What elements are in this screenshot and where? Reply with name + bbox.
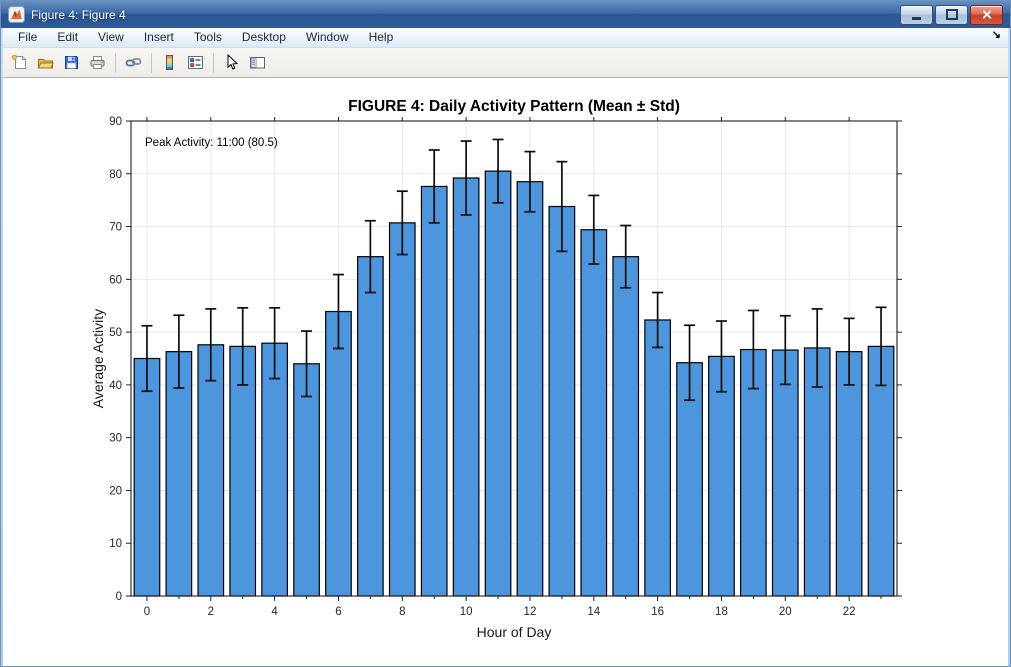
- cursor-arrow-icon: [227, 54, 239, 70]
- figure-client-area: File Edit View Insert Tools Desktop Wind…: [3, 28, 1008, 666]
- menu-file[interactable]: File: [18, 30, 38, 44]
- bar-hour-5: [293, 363, 320, 597]
- bar-hour-11: [484, 170, 512, 597]
- link-chain-icon: [125, 58, 142, 67]
- menu-view[interactable]: View: [98, 30, 124, 44]
- y-tick-label: 80: [109, 169, 122, 181]
- y-tick-label: 70: [109, 222, 122, 234]
- bar-hour-16: [644, 319, 671, 597]
- toolbar-separator: [115, 52, 116, 73]
- x-tick-label: 12: [524, 606, 537, 618]
- link-plot-button[interactable]: [121, 51, 146, 74]
- bar-hour-4: [261, 342, 288, 597]
- toolbar-separator: [151, 52, 152, 73]
- y-tick-label: 50: [109, 327, 122, 339]
- x-tick-label: 8: [399, 606, 405, 618]
- bar-hour-6: [325, 310, 352, 597]
- bar-hour-20: [771, 349, 799, 597]
- bar-hour-1: [165, 351, 193, 597]
- insert-legend-button[interactable]: [183, 51, 208, 74]
- x-tick-label: 6: [335, 606, 341, 618]
- figure-canvas: 0 10 20 30 40 50 60 70 80 90 0 2 4 6 8 10 12 14 16 18 20 22 FI…: [3, 78, 1008, 666]
- open-file-button[interactable]: [33, 51, 58, 74]
- x-tick-label: 4: [271, 606, 278, 618]
- menu-insert[interactable]: Insert: [143, 30, 174, 44]
- titlebar[interactable]: Figure 4: Figure 4: [1, 1, 1010, 28]
- x-tick-label: 20: [779, 606, 792, 618]
- new-figure-button[interactable]: [7, 51, 32, 74]
- y-tick-label: 60: [109, 274, 122, 286]
- y-tick-label: 30: [109, 433, 122, 445]
- y-tick-label: 90: [109, 116, 122, 128]
- chart-title: FIGURE 4: Daily Activity Pattern (Mean ±…: [348, 98, 680, 115]
- plot-area: [131, 121, 897, 596]
- minimize-button[interactable]: [900, 4, 933, 25]
- close-icon: [981, 9, 992, 20]
- bar-hour-12: [516, 181, 544, 597]
- x-axis-label: Hour of Day: [477, 624, 552, 640]
- matlab-logo-icon: [8, 6, 25, 23]
- bar-hour-13: [548, 205, 576, 597]
- bar-hour-14: [580, 229, 608, 597]
- window-title: Figure 4: Figure 4: [31, 7, 126, 22]
- print-figure-button[interactable]: [85, 51, 110, 74]
- new-document-icon: [11, 54, 26, 69]
- x-tick-label: 22: [843, 606, 856, 618]
- peak-annotation: Peak Activity: 11:00 (80.5): [145, 137, 278, 149]
- bar-hour-7: [357, 256, 384, 597]
- save-floppy-icon: [65, 56, 78, 69]
- legend-icon: [188, 56, 203, 69]
- x-tick-label: 2: [208, 606, 214, 618]
- y-tick-label: 10: [109, 538, 122, 550]
- show-plot-tools-button[interactable]: [245, 51, 270, 74]
- figure-toolbar: [3, 48, 1008, 78]
- edit-plot-button[interactable]: [219, 51, 244, 74]
- menu-desktop[interactable]: Desktop: [241, 30, 286, 44]
- maximize-icon: [945, 9, 958, 20]
- menu-window[interactable]: Window: [305, 30, 349, 44]
- bar-hour-0: [133, 357, 161, 597]
- open-folder-icon: [37, 59, 54, 69]
- minimize-icon: [912, 16, 921, 20]
- bar-hour-22: [835, 351, 863, 597]
- toolbar-separator: [213, 52, 214, 73]
- x-tick-label: 18: [715, 606, 728, 618]
- close-button[interactable]: [970, 4, 1003, 25]
- bar-hour-2: [197, 344, 225, 597]
- y-axis-label: Average Activity: [90, 309, 106, 408]
- bar-hour-9: [420, 185, 448, 597]
- save-figure-button[interactable]: [59, 51, 84, 74]
- x-tick-label: 16: [651, 606, 664, 618]
- y-tick-label: 40: [109, 380, 122, 392]
- menubar: File Edit View Insert Tools Desktop Wind…: [3, 28, 1008, 48]
- x-tick-label: 10: [460, 606, 473, 618]
- bar-hour-19: [740, 348, 767, 597]
- y-tick-label: 20: [109, 485, 122, 497]
- bar-hour-8: [388, 222, 416, 597]
- activity-bar-chart: 0 10 20 30 40 50 60 70 80 90 0 2 4 6 8 10 12 14 16 18 20 22 FI…: [90, 98, 902, 640]
- insert-colorbar-button[interactable]: [157, 51, 182, 74]
- colorbar-icon: [166, 55, 173, 70]
- menu-help[interactable]: Help: [368, 30, 394, 44]
- plot-tools-panel-icon: [250, 57, 265, 69]
- menu-tools[interactable]: Tools: [193, 30, 222, 44]
- x-tick-label: 14: [587, 606, 600, 618]
- bar-hour-3: [229, 345, 257, 597]
- printer-icon: [90, 56, 105, 69]
- maximize-button[interactable]: [935, 4, 968, 25]
- bar-hour-18: [708, 355, 735, 597]
- window-controls: [900, 4, 1003, 25]
- y-tick-label: 0: [116, 591, 122, 603]
- menu-edit[interactable]: Edit: [57, 30, 79, 44]
- bar-hour-10: [452, 177, 480, 597]
- x-tick-label: 0: [144, 606, 150, 618]
- bar-hour-15: [612, 256, 640, 597]
- dock-figure-arrow-icon[interactable]: ↘: [991, 29, 1001, 41]
- axes-box: [130, 120, 898, 597]
